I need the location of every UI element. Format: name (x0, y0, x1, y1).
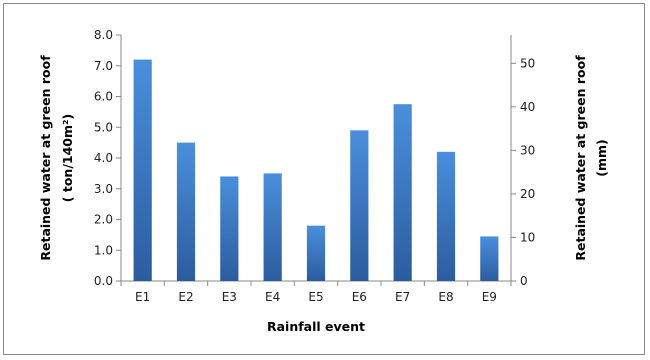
bar (133, 59, 152, 281)
x-tick-label: E2 (178, 290, 193, 304)
x-tick-label: E1 (135, 290, 150, 304)
y2-tick-label: 50 (520, 56, 535, 70)
y-tick-label: 0.0 (94, 274, 113, 288)
x-tick-label: E4 (265, 290, 280, 304)
y-tick-label: 5.0 (94, 120, 113, 134)
bar (393, 104, 412, 281)
y-tick-label: 7.0 (94, 59, 113, 73)
tick-labels: 0.0 1.0 2.0 3.0 4.0 5.0 6.0 7.0 8.0 0 10 20 30 40 50 E1… (94, 28, 535, 304)
y2-axis-subtitle: (mm) (594, 139, 609, 176)
x-tick-label: E5 (308, 290, 323, 304)
x-tick-label: E3 (222, 290, 237, 304)
y2-tick-label: 0 (520, 274, 528, 288)
x-tick-label: E9 (482, 290, 497, 304)
y2-tick-label: 40 (520, 100, 535, 114)
x-tick-label: E6 (352, 290, 367, 304)
y-tick-label: 2.0 (94, 213, 113, 227)
y-axis-subtitle: ( ton/140m²) (60, 114, 75, 202)
y-tick-label: 8.0 (94, 28, 113, 42)
y2-tick-label: 10 (520, 230, 535, 244)
x-axis-title: Rainfall event (267, 319, 365, 334)
y2-axis-title: Retained water at green roof (573, 55, 588, 261)
axis-titles: Rainfall event Retained water at green ro… (38, 55, 609, 334)
bar (306, 225, 326, 281)
y-tick-label: 6.0 (94, 90, 113, 104)
bar (350, 130, 369, 281)
bar (480, 236, 499, 281)
x-tick-label: E7 (395, 290, 410, 304)
y-tick-label: 4.0 (94, 151, 113, 165)
y-tick-label: 3.0 (94, 182, 113, 196)
y2-tick-label: 20 (520, 187, 535, 201)
bar (436, 151, 456, 281)
bar (220, 176, 239, 281)
bar (263, 173, 282, 281)
y-tick-label: 1.0 (94, 243, 113, 257)
x-tick-label: E8 (438, 290, 453, 304)
chart-frame (3, 3, 645, 355)
bars (133, 59, 499, 281)
y-axis-title: Retained water at green roof (38, 55, 53, 261)
bar (176, 142, 196, 281)
y2-tick-label: 30 (520, 143, 535, 157)
